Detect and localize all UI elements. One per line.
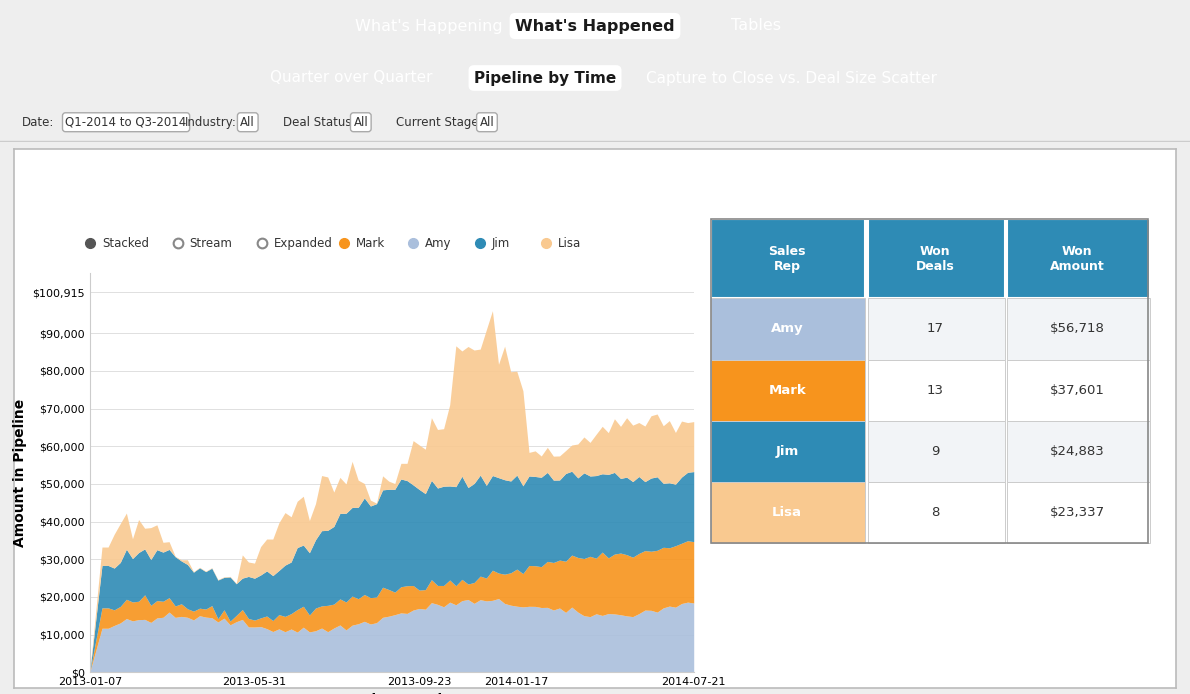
Text: Current Stage:: Current Stage:	[396, 116, 483, 129]
Bar	[868, 482, 1004, 543]
Text: Stream: Stream	[189, 237, 232, 250]
Bar	[1007, 359, 1151, 421]
Text: Won
Amount: Won Amount	[1050, 245, 1104, 273]
Text: Capture to Close vs. Deal Size Scatter: Capture to Close vs. Deal Size Scatter	[646, 71, 937, 85]
Text: Date:: Date:	[21, 116, 54, 129]
Text: What's Happened: What's Happened	[515, 19, 675, 33]
Text: Lisa: Lisa	[558, 237, 582, 250]
Text: Deal Status:: Deal Status:	[283, 116, 356, 129]
Bar	[1007, 219, 1151, 298]
Text: Sales
Rep: Sales Rep	[769, 245, 806, 273]
Text: Pipeline by Time: Pipeline by Time	[474, 71, 616, 85]
Bar	[1007, 482, 1151, 543]
Text: Mark: Mark	[356, 237, 386, 250]
Text: Quarter over Quarter: Quarter over Quarter	[270, 71, 432, 85]
Bar	[1007, 298, 1151, 359]
Text: Jim: Jim	[491, 237, 509, 250]
Bar	[1007, 421, 1151, 482]
Text: Industry:: Industry:	[184, 116, 237, 129]
Text: Stacked: Stacked	[102, 237, 149, 250]
Text: 9: 9	[931, 445, 939, 458]
Text: Lisa: Lisa	[772, 506, 802, 519]
Text: 13: 13	[927, 384, 944, 397]
Text: Amy: Amy	[425, 237, 452, 250]
Bar	[868, 219, 1004, 298]
Text: All: All	[353, 116, 368, 129]
Text: Jim: Jim	[776, 445, 798, 458]
Bar	[868, 421, 1004, 482]
Bar	[712, 421, 865, 482]
Text: All: All	[480, 116, 494, 129]
Bar	[712, 482, 865, 543]
Text: $56,718: $56,718	[1050, 323, 1104, 335]
Bar	[712, 219, 1148, 543]
Text: Expanded: Expanded	[274, 237, 333, 250]
Text: $37,601: $37,601	[1050, 384, 1104, 397]
Bar	[712, 298, 865, 359]
Text: 8: 8	[931, 506, 939, 519]
Text: All: All	[240, 116, 255, 129]
Text: Tables: Tables	[731, 19, 781, 33]
Bar	[868, 359, 1004, 421]
Text: Sales by Rep Table: Sales by Rep Table	[841, 178, 1017, 196]
Text: Amy: Amy	[771, 323, 803, 335]
Text: Q1-2014 to Q3-2014: Q1-2014 to Q3-2014	[65, 116, 187, 129]
Text: 17: 17	[927, 323, 944, 335]
Text: Pipeline by Time: Pipeline by Time	[282, 178, 438, 196]
Text: What's Happening: What's Happening	[355, 19, 502, 33]
Bar	[868, 298, 1004, 359]
X-axis label: Deal Interval: Deal Interval	[342, 693, 443, 694]
Text: $24,883: $24,883	[1050, 445, 1104, 458]
Bar	[712, 359, 865, 421]
Text: $23,337: $23,337	[1050, 506, 1104, 519]
Text: Won
Deals: Won Deals	[915, 245, 954, 273]
Text: Mark: Mark	[769, 384, 806, 397]
Y-axis label: Amount in Pipeline: Amount in Pipeline	[13, 398, 26, 547]
Bar	[712, 219, 865, 298]
